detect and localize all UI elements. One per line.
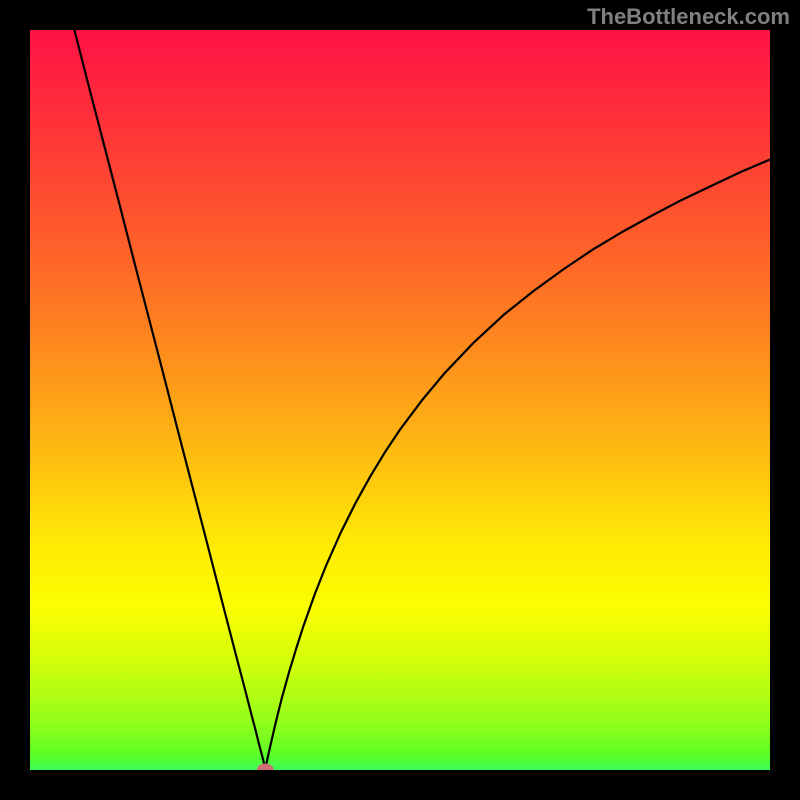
plot-area — [30, 30, 770, 770]
chart-frame: { "watermark": "TheBottleneck.com", "cha… — [0, 0, 800, 800]
watermark-text: TheBottleneck.com — [587, 4, 790, 30]
plot-svg — [30, 30, 770, 770]
plot-background — [30, 30, 770, 770]
